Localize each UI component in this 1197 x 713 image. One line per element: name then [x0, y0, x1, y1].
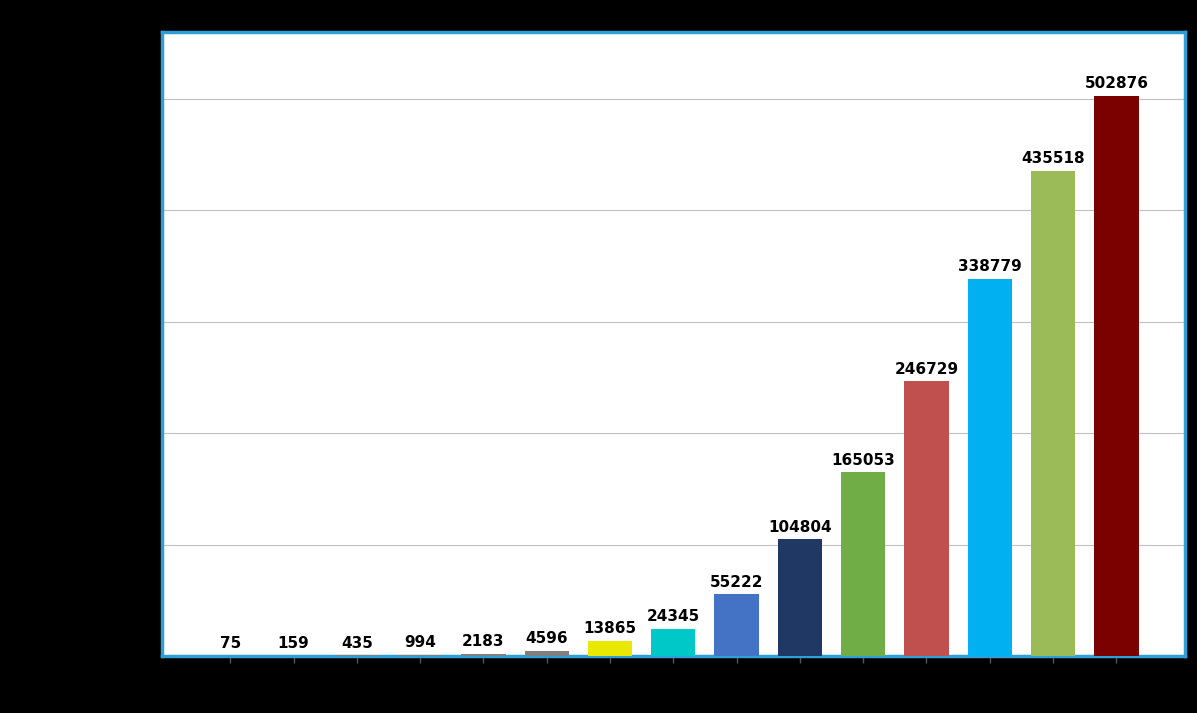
- Text: 502876: 502876: [1084, 76, 1148, 91]
- Bar: [651, 629, 695, 656]
- Bar: [1094, 96, 1138, 656]
- Text: 24345: 24345: [646, 610, 700, 625]
- Bar: [841, 472, 886, 656]
- Text: 165053: 165053: [831, 453, 895, 468]
- Text: 246729: 246729: [894, 361, 959, 376]
- Text: 435: 435: [341, 636, 372, 651]
- Text: 994: 994: [405, 635, 436, 650]
- Text: 13865: 13865: [583, 621, 637, 636]
- Bar: [715, 595, 759, 656]
- Bar: [461, 654, 505, 656]
- Text: 104804: 104804: [768, 520, 832, 535]
- Text: 159: 159: [278, 636, 310, 652]
- Text: 435518: 435518: [1021, 151, 1084, 166]
- Bar: [1031, 171, 1075, 656]
- Text: 4596: 4596: [525, 632, 569, 647]
- Bar: [904, 381, 949, 656]
- Text: 75: 75: [219, 637, 241, 652]
- Text: 55222: 55222: [710, 575, 764, 590]
- Text: 2183: 2183: [462, 634, 505, 649]
- Bar: [524, 651, 569, 656]
- Bar: [588, 640, 632, 656]
- Text: 338779: 338779: [958, 259, 1022, 274]
- Bar: [778, 539, 822, 656]
- Bar: [397, 655, 443, 656]
- Bar: [967, 279, 1011, 656]
